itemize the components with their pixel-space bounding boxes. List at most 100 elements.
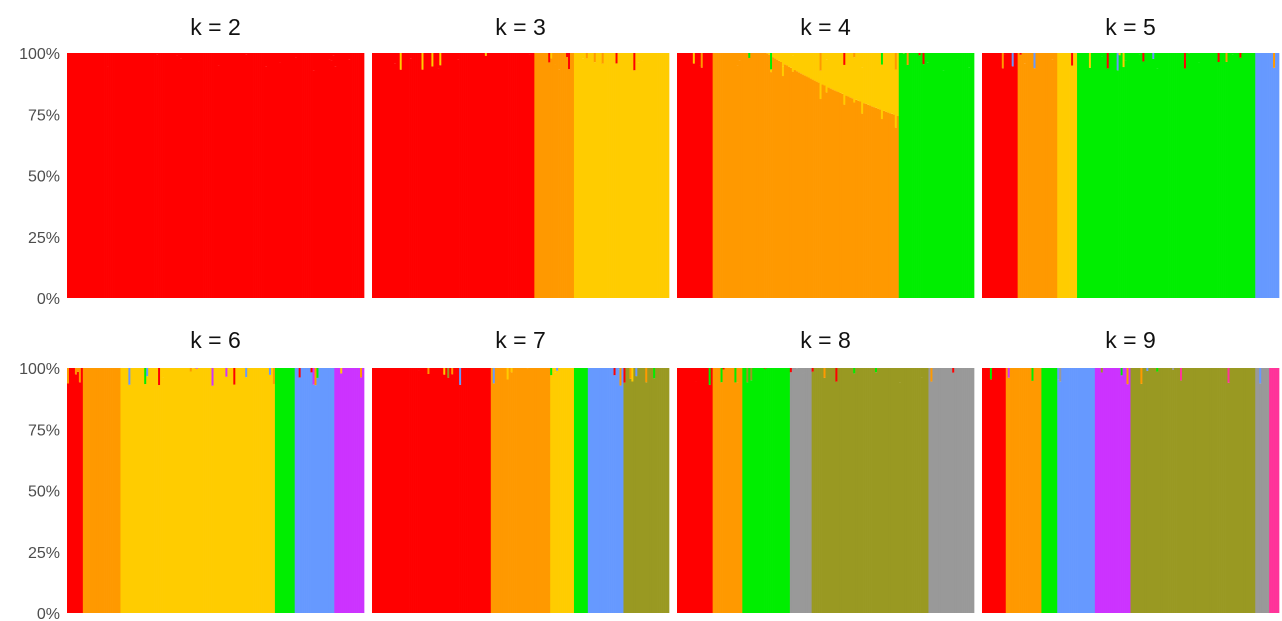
bar-segment <box>585 368 589 613</box>
bar-segment <box>350 368 353 613</box>
bar-segment <box>316 53 319 298</box>
bar-segment <box>67 53 70 298</box>
bar-segment <box>282 368 286 613</box>
bar-segment <box>629 368 632 379</box>
bar-segment <box>589 368 593 613</box>
bar-segment <box>431 368 434 613</box>
bar-segment <box>195 368 199 369</box>
bar-segment <box>419 368 422 613</box>
bar-segment <box>843 64 846 105</box>
bar-segment <box>758 368 761 613</box>
bar-segment <box>1255 53 1258 298</box>
bar-segment <box>1213 53 1216 298</box>
bar-segment <box>233 53 236 298</box>
bar-segment <box>1051 53 1054 60</box>
bar-segment <box>692 368 696 613</box>
bar-segment <box>272 368 276 384</box>
bar-segment <box>328 368 331 613</box>
bar-segment <box>641 53 644 61</box>
bar-segment <box>1201 53 1205 298</box>
bar-segment <box>122 368 125 613</box>
bar-segment <box>478 53 482 298</box>
bar-segment <box>389 53 393 298</box>
bar-segment <box>956 59 959 298</box>
bar-segment <box>744 53 747 298</box>
bar-segment <box>803 372 807 613</box>
bar-segment <box>465 53 468 298</box>
bar-segment <box>684 368 688 613</box>
bar-segment <box>863 103 866 299</box>
bar-segment <box>320 53 323 298</box>
bar-segment <box>819 99 822 299</box>
bar-segment <box>261 368 264 613</box>
bar-segment <box>948 368 951 613</box>
bar-segment <box>560 368 563 613</box>
bar-segment <box>575 368 579 613</box>
bar-segment <box>789 368 793 373</box>
bar-segment <box>427 373 430 613</box>
bar-segment <box>734 368 737 383</box>
bar-segment <box>845 368 848 613</box>
bar-segment <box>142 368 145 613</box>
bar-segment <box>1003 368 1007 613</box>
bar-segment <box>809 368 812 613</box>
bar-segment <box>439 65 442 299</box>
bar-segment <box>67 383 70 613</box>
bar-segment <box>694 381 698 613</box>
bar-segment <box>1277 368 1280 613</box>
bar-segment <box>1106 68 1110 299</box>
bar-segment <box>869 53 872 106</box>
bar-segment <box>1193 53 1197 298</box>
bar-segment <box>148 53 151 298</box>
bar-segment <box>110 368 113 613</box>
bar-segment <box>995 368 999 613</box>
panel-2: k = 3 <box>372 14 670 299</box>
bar-segment <box>191 53 195 298</box>
bar-segment <box>591 368 595 613</box>
bar-segment <box>819 70 822 100</box>
bar-segment <box>207 53 210 298</box>
bar-segment <box>1185 368 1189 613</box>
bar-segment <box>356 53 359 298</box>
bar-segment <box>179 368 183 613</box>
bar-segment <box>878 53 882 110</box>
bar-segment <box>890 53 894 114</box>
bar-segment <box>1059 381 1062 613</box>
bar-segment <box>807 368 811 613</box>
bar-segment <box>849 368 852 613</box>
bar-segment <box>1251 53 1254 298</box>
bar-segment <box>284 368 288 613</box>
bar-segment <box>1164 53 1167 298</box>
bar-segment <box>268 53 272 298</box>
bar-segment <box>1027 368 1030 613</box>
bar-segment <box>1189 53 1193 298</box>
bar-segment <box>629 53 632 298</box>
bar-segment <box>405 53 408 298</box>
bar-segment <box>989 379 993 613</box>
bar-segment <box>1181 368 1185 613</box>
bar-segment <box>554 368 557 373</box>
bar-segment <box>1043 368 1046 613</box>
bar-segment <box>726 368 729 613</box>
bar-segment <box>833 53 836 91</box>
bar-segment <box>320 368 323 613</box>
bar-segment <box>427 368 430 374</box>
bar-segment <box>625 53 628 298</box>
bar-segment <box>698 53 702 66</box>
bar-segment <box>813 80 816 298</box>
bar-segment <box>940 368 943 613</box>
bar-segment <box>130 53 133 298</box>
bar-segment <box>1023 63 1026 298</box>
bar-segment <box>738 53 741 61</box>
bar-segment <box>750 368 753 381</box>
bar-segment <box>742 368 745 613</box>
bar-segment <box>156 53 159 55</box>
bar-segment <box>661 368 664 613</box>
bar-segment <box>940 53 943 298</box>
bar-segment <box>912 53 915 298</box>
bar-segment <box>752 53 755 298</box>
bar-segment <box>1140 368 1143 384</box>
bar-segment <box>659 368 662 613</box>
bar-segment <box>690 53 694 298</box>
bar-segment <box>968 53 971 68</box>
